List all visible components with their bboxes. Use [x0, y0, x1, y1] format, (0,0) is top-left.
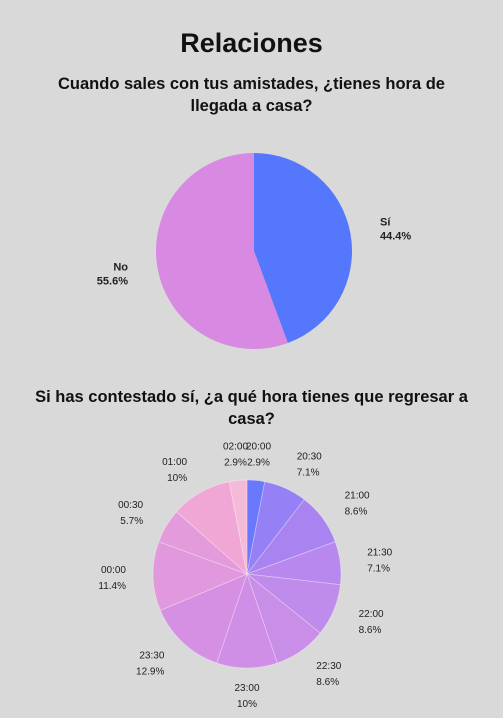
pie-slice-1-6 [216, 572, 278, 669]
pie-slice-1-8 [152, 541, 249, 611]
slice-category-label: Sí [380, 217, 391, 229]
pie-slice-1-2 [245, 498, 336, 575]
slice-value-label: 7.1% [297, 468, 320, 479]
pie-slice-1-4 [245, 573, 341, 634]
pie-slice-1-0 [246, 479, 266, 575]
slice-value-label: 12.9% [136, 667, 164, 678]
slice-value-label: 10% [167, 473, 187, 484]
slice-category-label: 22:00 [359, 609, 384, 620]
pie-slice-1-3 [246, 541, 342, 586]
slice-value-label: 8.6% [359, 625, 382, 636]
pie-slice-0-0 [254, 153, 353, 343]
pie-slice-1-5 [246, 572, 321, 664]
slice-value-label: 8.6% [316, 677, 339, 688]
slice-category-label: 21:00 [345, 490, 370, 501]
slice-value-label: 55.6% [97, 275, 128, 287]
slice-value-label: 2.9% [247, 458, 270, 469]
slice-value-label: 2.9% [224, 458, 247, 469]
slice-category-label: 23:00 [234, 683, 259, 694]
pie-slice-1-1 [246, 481, 305, 575]
slice-value-label: 44.4% [380, 231, 411, 243]
slice-value-label: 7.1% [367, 564, 390, 575]
page-title: Relaciones [180, 28, 323, 58]
slice-category-label: 21:30 [367, 548, 392, 559]
slice-category-label: 00:30 [118, 500, 143, 511]
pie-slice-0-1 [156, 153, 288, 349]
slice-value-label: 5.7% [120, 516, 143, 527]
slice-value-label: 11.4% [98, 581, 126, 592]
slice-category-label: 20:00 [246, 442, 271, 453]
slice-category-label: 00:00 [101, 565, 126, 576]
slice-category-label: 02:00 [223, 442, 248, 453]
chart-title-llegada: Cuando sales con tus amistades, ¿tienes … [58, 75, 445, 115]
pie-slice-1-9 [158, 511, 248, 575]
pie-slice-1-7 [159, 573, 248, 664]
pie-slice-1-10 [176, 481, 248, 576]
slice-category-label: No [113, 261, 128, 273]
slice-value-label: 8.6% [345, 506, 368, 517]
slice-category-label: 22:30 [316, 661, 341, 672]
slice-category-label: 01:00 [162, 457, 187, 468]
slice-value-label: 10% [237, 699, 257, 710]
slice-category-label: 23:30 [139, 651, 164, 662]
pie-slice-1-11 [228, 479, 248, 575]
slice-category-label: 20:30 [297, 452, 322, 463]
chart-title-hora: Si has contestado sí, ¿a qué hora tienes… [35, 388, 468, 428]
